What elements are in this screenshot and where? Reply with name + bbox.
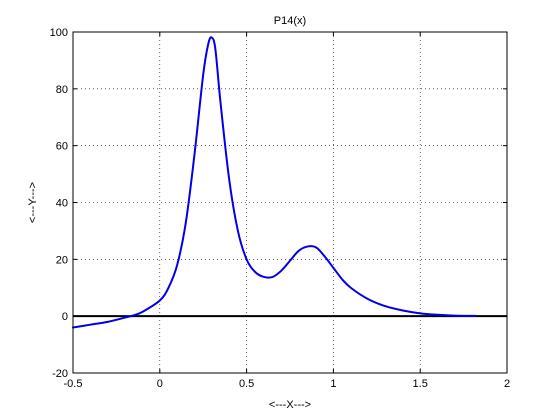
x-tick-label: 1 [330,378,336,390]
x-tick-label: 1.5 [413,378,428,390]
y-tick-label: 60 [56,141,68,153]
y-axis-label: <---Y---> [27,182,39,223]
tick-layer [72,31,508,374]
x-tick-label: 0 [157,378,163,390]
y-tick-label: 40 [56,198,68,210]
y-tick-label: 80 [56,84,68,96]
series-layer [72,36,477,329]
x-axis-label: <---X---> [269,399,311,411]
y-tick-label: 100 [50,27,68,39]
x-tick-label: 2 [504,378,510,390]
y-tick-label: 0 [62,311,68,323]
tick-label-layer: -0.5 0 0.5 1 1.5 2 -20 0 20 40 60 80 100 [50,27,510,390]
y-tick-label: 20 [56,254,68,266]
x-tick-label: 0.5 [239,378,254,390]
chart-title: P14(x) [274,15,306,27]
series-line [72,36,477,329]
x-tick-label: -0.5 [64,378,83,390]
y-tick-label: -20 [52,368,68,380]
